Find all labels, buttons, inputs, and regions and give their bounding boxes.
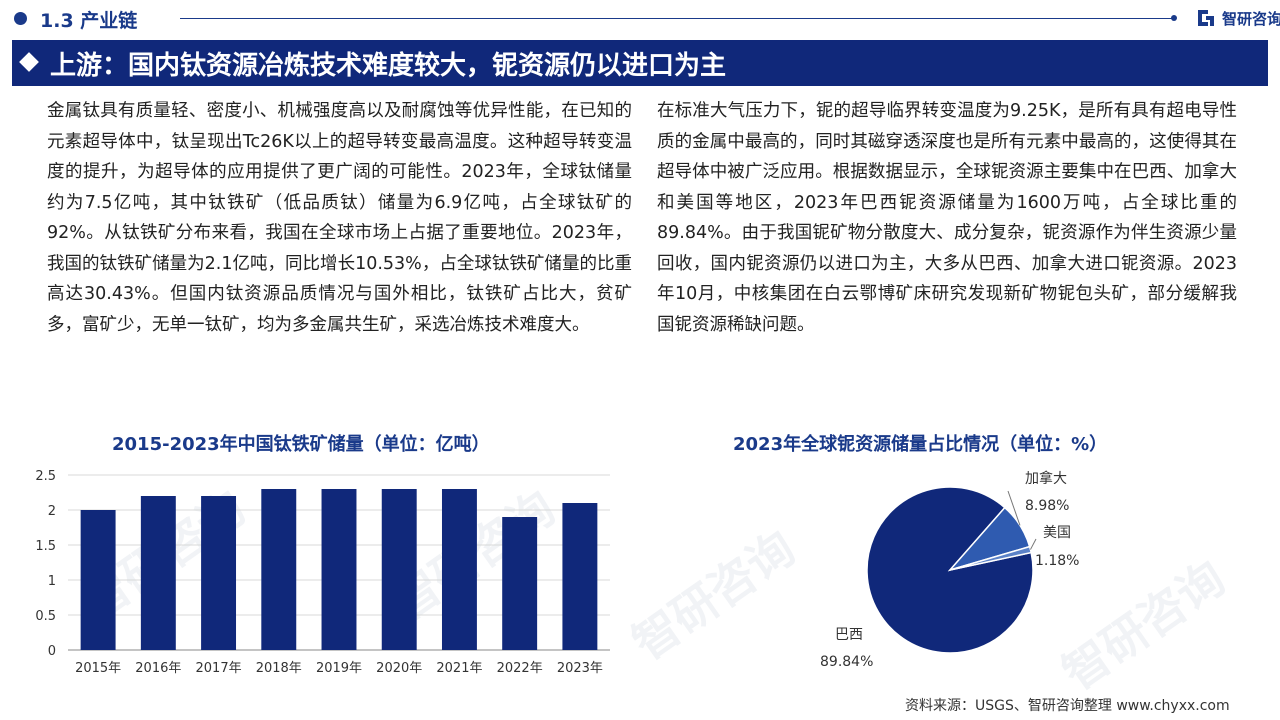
y-tick-label: 2.5: [35, 469, 56, 484]
y-tick-label: 0: [48, 644, 56, 659]
bar: [321, 489, 357, 650]
slice-value-label: 89.84%: [820, 654, 873, 670]
x-tick-label: 2017年: [196, 661, 242, 676]
y-tick-label: 0.5: [35, 609, 56, 624]
bar: [201, 496, 237, 650]
pie-slice: [949, 545, 1033, 571]
y-tick-label: 1.5: [35, 539, 56, 554]
leader-line: [1030, 538, 1037, 550]
bar: [140, 496, 176, 650]
y-tick-label: 1: [48, 574, 56, 589]
section-label: 1.3 产业链: [40, 10, 138, 32]
banner-title: 上游：国内钛资源冶炼技术难度较大，铌资源仍以进口为主: [50, 51, 727, 81]
bar-chart-title: 2015-2023年中国钛铁矿储量（单位：亿吨）: [112, 434, 490, 455]
y-tick-label: 2: [48, 504, 56, 519]
leader-line: [1007, 490, 1021, 526]
pie-chart-title: 2023年全球铌资源储量占比情况（单位：%）: [733, 434, 1108, 455]
bullet-dot-icon: [14, 12, 27, 25]
bar: [441, 489, 477, 650]
slice-label: 加拿大: [1025, 470, 1067, 487]
titanium-reserve-bar-chart: 0 0.5 1 1.5 2 2.5 2015年 2016年 2017年 2018年 2019年 202…: [35, 469, 610, 676]
x-tick-label: 2019年: [316, 661, 362, 676]
x-tick-label: 2020年: [376, 661, 422, 676]
x-tick-label: 2018年: [256, 661, 302, 676]
bar: [261, 489, 297, 650]
x-tick-label: 2016年: [135, 661, 181, 676]
x-tick-label: 2021年: [436, 661, 482, 676]
header-divider: [180, 15, 1177, 21]
top-header: 1.3 产业链 智研咨询: [0, 0, 1280, 38]
bar: [381, 489, 417, 650]
right-paragraph: 在标准大气压力下，铌的超导临界转变温度为9.25K，是所有具有超电导性质的金属中…: [657, 101, 1237, 335]
data-source: 资料来源：USGS、智研咨询整理 www.chyxx.com: [905, 698, 1230, 714]
bar: [562, 503, 598, 650]
x-tick-label: 2015年: [75, 661, 121, 676]
watermark: 智研咨询: [622, 520, 805, 671]
bar: [80, 510, 116, 650]
slice-value-label: 8.98%: [1025, 498, 1069, 514]
niobium-share-pie-chart: 巴西 89.84% 加拿大 8.98% 美国 1.18%: [820, 470, 1079, 670]
x-tick-label: 2023年: [557, 661, 603, 676]
slice-value-label: 1.18%: [1035, 553, 1079, 569]
logo-text: 智研咨询: [1222, 10, 1280, 28]
chyxx-logo-icon: [1198, 10, 1214, 26]
slice-label: 巴西: [835, 627, 863, 643]
left-paragraph: 金属钛具有质量轻、密度小、机械强度高以及耐腐蚀等优异性能，在已知的元素超导体中，…: [47, 101, 632, 335]
x-tick-label: 2022年: [497, 661, 543, 676]
slice-label: 美国: [1043, 525, 1071, 541]
bar: [502, 517, 538, 650]
title-banner: [12, 40, 1268, 86]
